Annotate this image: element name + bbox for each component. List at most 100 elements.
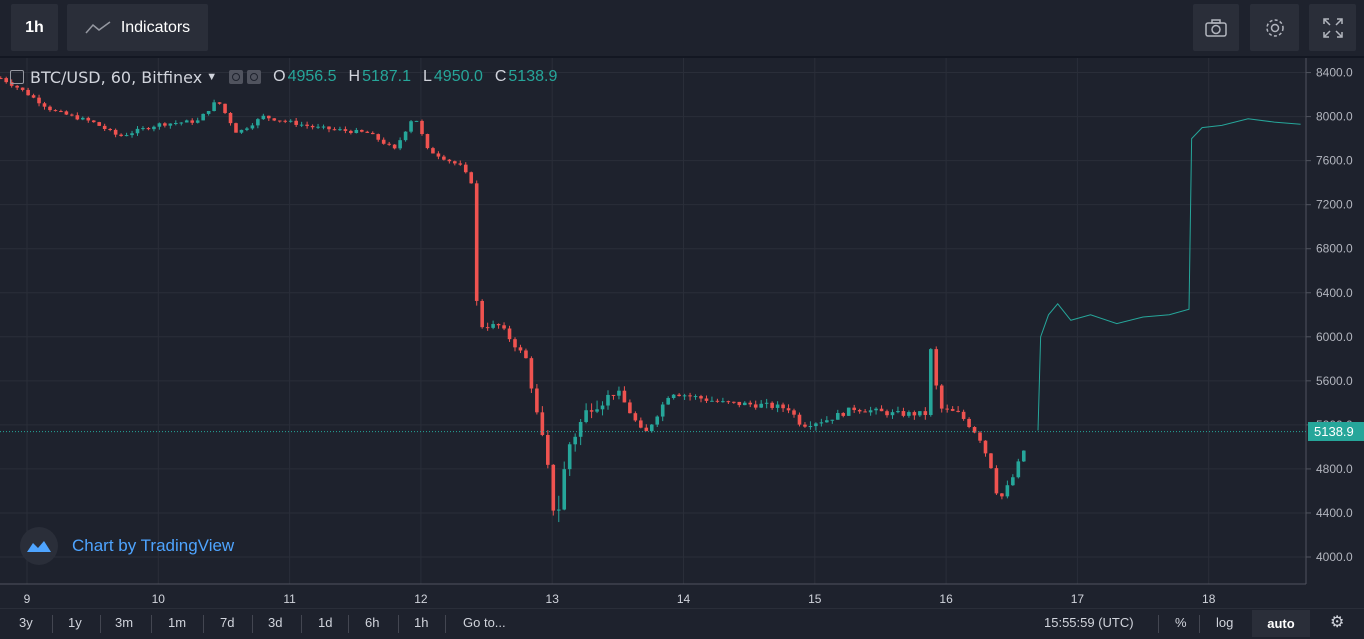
candle-body bbox=[600, 405, 605, 410]
candle-body bbox=[327, 126, 331, 130]
candle-body bbox=[841, 413, 846, 416]
log-toggle[interactable]: log bbox=[1216, 615, 1234, 630]
candle-body bbox=[584, 410, 588, 423]
y-tick-label: 6000.0 bbox=[1316, 330, 1353, 344]
auto-scale-toggle[interactable]: auto bbox=[1252, 610, 1310, 637]
candle-body bbox=[299, 124, 304, 126]
divider bbox=[348, 615, 349, 633]
candle-body bbox=[1016, 461, 1021, 478]
candle-body bbox=[759, 403, 763, 408]
divider bbox=[151, 615, 152, 633]
low-label: L bbox=[423, 68, 432, 85]
clock-timezone[interactable]: 15:55:59 (UTC) bbox=[1044, 615, 1134, 630]
range-3y[interactable]: 3y bbox=[19, 615, 33, 630]
candle-body bbox=[901, 411, 906, 416]
hide-series-icon[interactable] bbox=[229, 70, 244, 84]
candle-body bbox=[513, 339, 517, 348]
candle-body bbox=[75, 115, 80, 120]
y-tick-label: 7600.0 bbox=[1316, 154, 1353, 168]
series-settings-icon[interactable] bbox=[247, 70, 262, 84]
candle-body bbox=[277, 120, 282, 122]
range-1m[interactable]: 1m bbox=[168, 615, 187, 630]
candle-body bbox=[753, 404, 758, 408]
candle-body bbox=[97, 122, 102, 126]
candle-body bbox=[567, 444, 572, 470]
candle-body bbox=[349, 130, 353, 134]
chevron-down-icon[interactable]: ▼ bbox=[206, 71, 218, 83]
x-tick-label: 11 bbox=[283, 592, 296, 606]
candle-body bbox=[775, 404, 780, 408]
range-3d[interactable]: 3d bbox=[268, 615, 283, 630]
candle-body bbox=[206, 110, 211, 114]
y-tick-label: 4400.0 bbox=[1316, 506, 1353, 520]
range-7d[interactable]: 7d bbox=[220, 615, 235, 630]
candle-body bbox=[119, 134, 123, 136]
price-chart[interactable]: 8400.0 8000.0 7600.0 7200.0 6800.0 6400.0 6000… bbox=[0, 58, 1364, 608]
candle-body bbox=[961, 411, 966, 419]
candle-body bbox=[442, 156, 446, 160]
divider bbox=[398, 615, 399, 633]
close-label: C bbox=[494, 68, 507, 85]
collapse-legend-icon[interactable] bbox=[10, 70, 24, 84]
candle-body bbox=[272, 118, 277, 121]
candle-body bbox=[392, 144, 397, 149]
range-1h[interactable]: 1h bbox=[414, 615, 429, 630]
snapshot-button[interactable] bbox=[1193, 4, 1239, 51]
candle-body bbox=[332, 129, 337, 131]
candle-body bbox=[507, 328, 512, 340]
candle-body bbox=[256, 119, 260, 126]
camera-icon bbox=[1205, 18, 1227, 37]
candle-body bbox=[693, 396, 698, 398]
open-value: 4956.5 bbox=[287, 68, 337, 85]
percent-toggle[interactable]: % bbox=[1175, 615, 1187, 630]
candle-body bbox=[0, 78, 3, 80]
candle-body bbox=[748, 402, 753, 405]
candle-body bbox=[835, 413, 840, 420]
y-tick-label: 7200.0 bbox=[1316, 198, 1353, 212]
x-tick-label: 12 bbox=[414, 592, 428, 606]
open-label: O bbox=[273, 68, 286, 85]
candle-body bbox=[365, 131, 370, 133]
symbol-label[interactable]: BTC/USD, 60, Bitfinex bbox=[30, 67, 203, 87]
candle-body bbox=[562, 469, 567, 510]
candle-body bbox=[737, 401, 742, 406]
candle-body bbox=[945, 408, 949, 410]
divider bbox=[203, 615, 204, 633]
range-1d[interactable]: 1d bbox=[318, 615, 333, 630]
candle-body bbox=[1005, 485, 1010, 497]
candle-body bbox=[42, 103, 47, 107]
chart-area[interactable]: 8400.0 8000.0 7600.0 7200.0 6800.0 6400.0 6000… bbox=[0, 58, 1364, 608]
top-toolbar: 1h Indicators bbox=[0, 0, 1364, 56]
range-1y[interactable]: 1y bbox=[68, 615, 82, 630]
candle-body bbox=[141, 128, 145, 130]
candle-body bbox=[130, 133, 134, 136]
range-3m[interactable]: 3m bbox=[115, 615, 134, 630]
candle-body bbox=[381, 139, 386, 144]
gear-icon[interactable]: ⚙ bbox=[1330, 614, 1345, 631]
high-value: 5187.1 bbox=[362, 68, 411, 85]
interval-button[interactable]: 1h bbox=[11, 4, 58, 51]
candle-body bbox=[611, 394, 616, 396]
candle-body bbox=[102, 125, 107, 130]
close-value: 5138.9 bbox=[508, 68, 558, 85]
candle-body bbox=[633, 413, 638, 421]
candle-body bbox=[956, 410, 960, 412]
divider bbox=[52, 615, 53, 633]
y-tick-label: 4000.0 bbox=[1316, 550, 1353, 564]
candle-body bbox=[135, 128, 140, 134]
range-6h[interactable]: 6h bbox=[365, 615, 380, 630]
settings-button[interactable] bbox=[1250, 4, 1299, 51]
indicators-button[interactable]: Indicators bbox=[67, 4, 208, 51]
candle-body bbox=[617, 390, 621, 396]
fullscreen-button[interactable] bbox=[1309, 4, 1356, 51]
tradingview-link[interactable]: Chart by TradingView bbox=[72, 536, 235, 555]
candle-body bbox=[578, 422, 583, 437]
goto-button[interactable]: Go to... bbox=[463, 615, 506, 630]
tradingview-watermark[interactable]: Chart by TradingView bbox=[20, 527, 234, 565]
indicators-label: Indicators bbox=[120, 18, 191, 36]
chart-legend: BTC/USD, 60, Bitfinex ▼ O 4956.5 H 5187.… bbox=[6, 67, 569, 87]
candle-body bbox=[321, 126, 326, 128]
candle-body bbox=[764, 402, 769, 404]
candle-body bbox=[710, 400, 714, 402]
projection-line bbox=[1037, 118, 1301, 431]
